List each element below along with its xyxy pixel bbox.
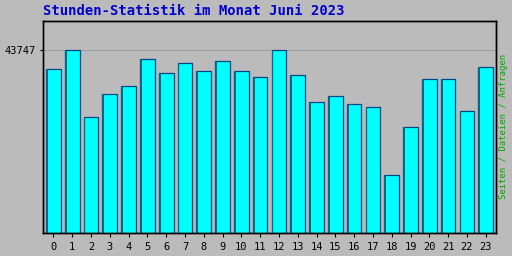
Bar (197, 71, 211, 256)
Bar (253, 77, 267, 256)
Bar (403, 127, 405, 256)
Bar (272, 50, 286, 256)
Bar (46, 69, 61, 256)
Bar (83, 117, 98, 256)
Bar (385, 175, 386, 256)
Bar (159, 73, 174, 256)
Text: Stunden-Statistik im Monat Juni 2023: Stunden-Statistik im Monat Juni 2023 (43, 4, 345, 18)
Bar (253, 77, 254, 256)
Bar (272, 50, 273, 256)
Bar (309, 102, 311, 256)
Bar (46, 69, 48, 256)
Bar (328, 96, 343, 256)
Bar (83, 117, 86, 256)
Y-axis label: Seiten / Dateien / Anfragen: Seiten / Dateien / Anfragen (499, 54, 508, 199)
Bar (234, 71, 249, 256)
Bar (347, 104, 349, 256)
Bar (422, 79, 437, 256)
Bar (309, 102, 324, 256)
Bar (178, 63, 193, 256)
Bar (159, 73, 161, 256)
Bar (460, 111, 474, 256)
Bar (366, 108, 380, 256)
Bar (65, 50, 67, 256)
Bar (102, 94, 104, 256)
Bar (234, 71, 236, 256)
Bar (215, 61, 230, 256)
Bar (197, 71, 198, 256)
Bar (441, 79, 442, 256)
Bar (140, 59, 142, 256)
Bar (102, 94, 117, 256)
Bar (422, 79, 424, 256)
Bar (366, 108, 368, 256)
Bar (478, 67, 480, 256)
Bar (215, 61, 217, 256)
Bar (290, 75, 292, 256)
Bar (290, 75, 305, 256)
Bar (441, 79, 456, 256)
Bar (121, 86, 123, 256)
Bar (328, 96, 330, 256)
Bar (460, 111, 461, 256)
Bar (140, 59, 155, 256)
Bar (347, 104, 361, 256)
Bar (403, 127, 418, 256)
Bar (385, 175, 399, 256)
Bar (178, 63, 179, 256)
Bar (121, 86, 136, 256)
Bar (65, 50, 79, 256)
Bar (478, 67, 493, 256)
